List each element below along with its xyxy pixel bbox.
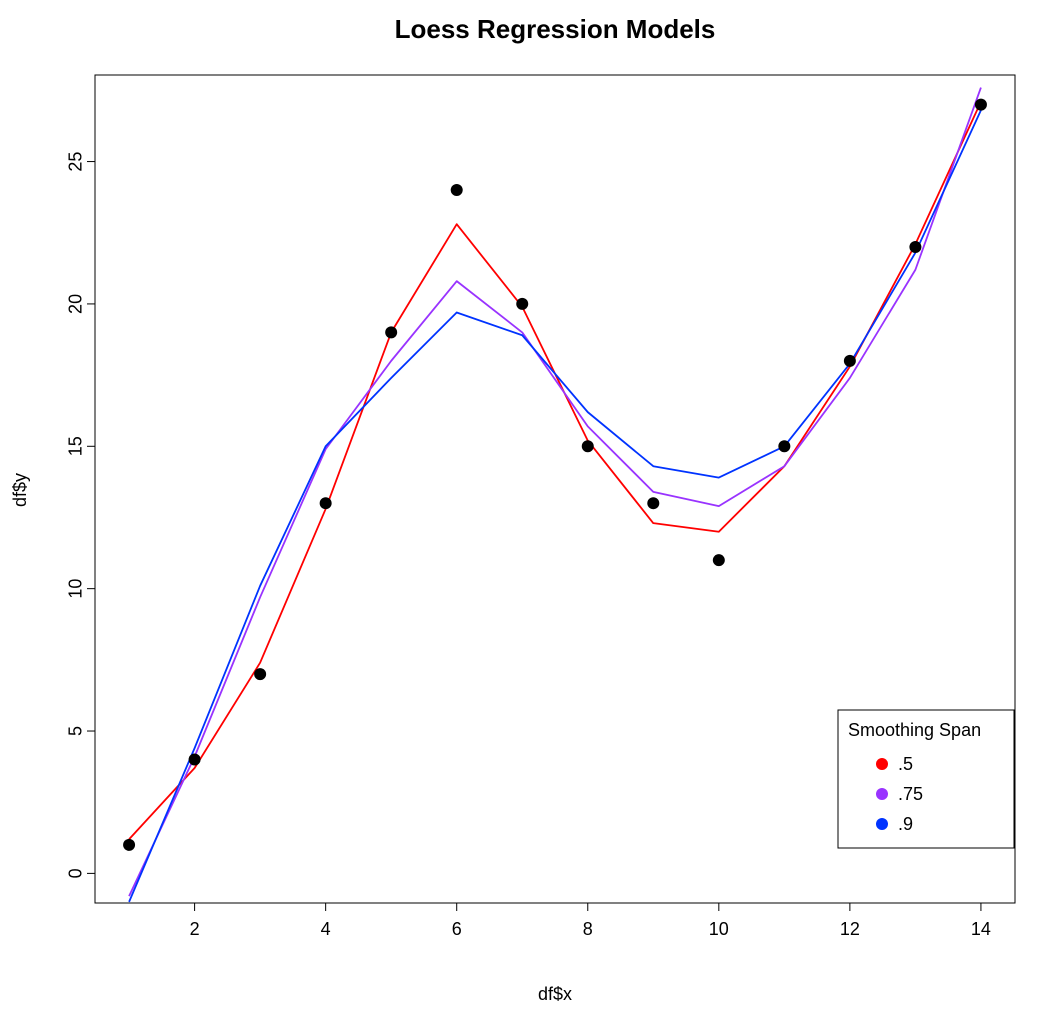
loess-chart: Loess Regression Models df$x df$y 2 4 6 8 10 12 1… [0,0,1044,1033]
scatter-point [451,184,463,196]
legend-marker-.75 [876,788,888,800]
y-tick-label: 10 [66,579,86,599]
scatter-point [844,355,856,367]
chart-background [0,0,1044,1033]
x-tick-label: 8 [583,919,593,939]
scatter-point [975,99,987,111]
x-axis-label: df$x [538,984,572,1004]
y-axis-label: df$y [10,473,30,507]
legend: Smoothing Span .5 .75 .9 [838,710,1014,848]
scatter-point [254,668,266,680]
y-tick-label: 25 [66,152,86,172]
x-tick-label: 12 [840,919,860,939]
legend-label: .75 [898,784,923,804]
x-tick-label: 6 [452,919,462,939]
chart-container: Loess Regression Models df$x df$y 2 4 6 8 10 12 1… [0,0,1044,1033]
scatter-point [385,326,397,338]
legend-label: .5 [898,754,913,774]
chart-title: Loess Regression Models [395,14,716,44]
scatter-point [516,298,528,310]
scatter-point [909,241,921,253]
x-tick-label: 2 [190,919,200,939]
x-tick-label: 10 [709,919,729,939]
scatter-point [778,440,790,452]
scatter-point [123,839,135,851]
scatter-point [189,753,201,765]
scatter-point [713,554,725,566]
x-tick-label: 14 [971,919,991,939]
legend-label: .9 [898,814,913,834]
scatter-point [320,497,332,509]
y-tick-label: 20 [66,294,86,314]
x-tick-label: 4 [321,919,331,939]
y-tick-label: 15 [66,436,86,456]
legend-marker-.5 [876,758,888,770]
y-tick-label: 0 [66,868,86,878]
y-tick-label: 5 [66,726,86,736]
legend-title: Smoothing Span [848,720,981,740]
scatter-point [582,440,594,452]
scatter-point [647,497,659,509]
legend-marker-.9 [876,818,888,830]
